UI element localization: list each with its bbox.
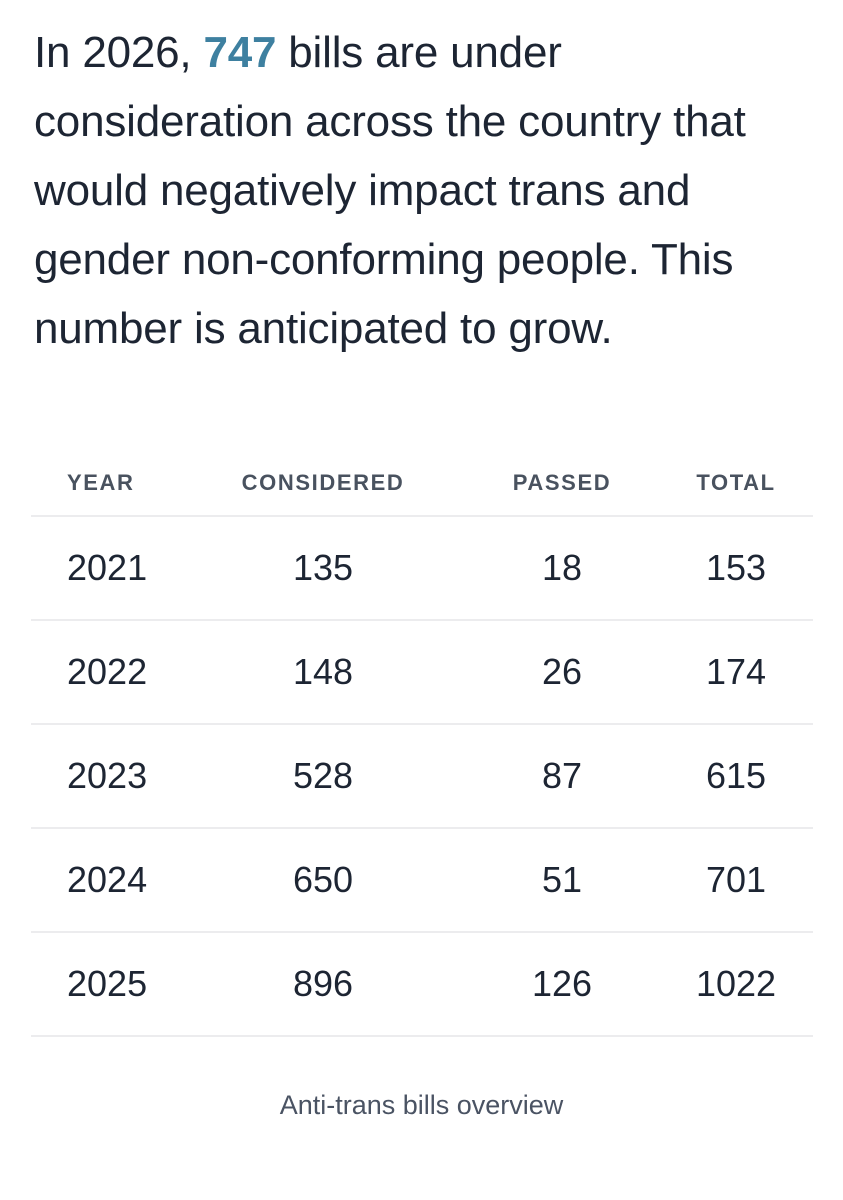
headline-line-4: gender non-conforming people. This <box>34 235 734 284</box>
headline-line1-suffix: bills are under <box>276 28 562 77</box>
cell-passed: 51 <box>541 859 583 900</box>
cell-total: 1022 <box>695 963 777 1004</box>
bills-table: YEAR CONSIDERED PASSED TOTAL 2021 135 18… <box>31 451 813 1037</box>
table-row: 2024 650 51 701 <box>31 829 813 933</box>
cell-total: 615 <box>705 755 767 796</box>
column-header-total: TOTAL <box>696 470 776 495</box>
cell-year: 2025 <box>67 963 148 1004</box>
headline-line-5: number is anticipated to grow. <box>34 304 613 353</box>
cell-year: 2024 <box>67 859 148 900</box>
headline-line-3: would negatively impact trans and <box>34 166 691 215</box>
column-header-passed: PASSED <box>512 470 612 495</box>
cell-year: 2021 <box>67 547 148 588</box>
headline: In 2026, 747 bills are under considerati… <box>0 0 843 363</box>
cell-total: 174 <box>705 651 767 692</box>
cell-passed: 26 <box>541 651 583 692</box>
cell-considered: 148 <box>292 651 354 692</box>
column-header-considered: CONSIDERED <box>241 470 405 495</box>
cell-year: 2023 <box>67 755 148 796</box>
headline-bill-count: 747 <box>203 28 277 77</box>
table-caption: Anti-trans bills overview <box>279 1090 564 1120</box>
table-row: 2023 528 87 615 <box>31 725 813 829</box>
cell-total: 701 <box>705 859 767 900</box>
cell-considered: 650 <box>292 859 354 900</box>
headline-line-1: In 2026, 747 bills are under <box>34 18 815 87</box>
cell-year: 2022 <box>67 651 148 692</box>
column-header-year: YEAR <box>67 470 135 495</box>
cell-considered: 528 <box>292 755 354 796</box>
table-row: 2021 135 18 153 <box>31 517 813 621</box>
cell-passed: 87 <box>541 755 583 796</box>
headline-line-2: consideration across the country that <box>34 97 746 146</box>
cell-considered: 135 <box>292 547 354 588</box>
cell-passed: 126 <box>531 963 593 1004</box>
cell-passed: 18 <box>541 547 583 588</box>
table-row: 2025 896 126 1022 <box>31 933 813 1037</box>
cell-considered: 896 <box>292 963 354 1004</box>
table-row: 2022 148 26 174 <box>31 621 813 725</box>
table-header-row: YEAR CONSIDERED PASSED TOTAL <box>31 451 813 517</box>
headline-line1-prefix: In 2026, <box>34 28 204 77</box>
cell-total: 153 <box>705 547 767 588</box>
